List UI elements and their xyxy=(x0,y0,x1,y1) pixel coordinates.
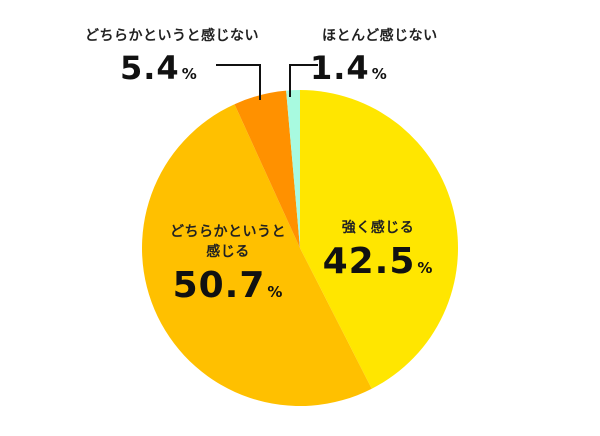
value-unit: % xyxy=(417,259,434,277)
value-label: 5.4% xyxy=(72,52,272,84)
value-unit: % xyxy=(267,283,284,301)
slice-label-strong: 強く感じる 42.5% xyxy=(318,218,438,280)
pie-slice-1 xyxy=(142,104,372,406)
value-unit: % xyxy=(181,65,198,83)
pie-slices xyxy=(142,90,459,406)
category-label-line1: どちらかというと xyxy=(170,224,286,240)
value-unit: % xyxy=(371,65,388,83)
category-label: ほとんど感じない xyxy=(322,28,438,44)
category-label: 強く感じる xyxy=(341,220,415,236)
value-number: 50.7 xyxy=(172,265,266,306)
value-number: 5.4 xyxy=(120,49,180,87)
pie-slice-0 xyxy=(300,90,459,389)
category-label-line2: 感じる xyxy=(206,244,250,260)
category-label: どちらかというと感じない xyxy=(85,28,259,44)
value-label: 50.7% xyxy=(148,268,308,304)
value-number: 1.4 xyxy=(310,49,370,87)
value-number: 42.5 xyxy=(322,241,416,282)
value-label: 42.5% xyxy=(318,244,438,280)
pie-slice-3 xyxy=(286,90,300,248)
pie-slice-2 xyxy=(234,90,300,248)
slice-label-somewhat-not: どちらかというと感じない 5.4% xyxy=(72,26,272,84)
leader-line-hardly xyxy=(289,64,318,97)
value-label: 1.4% xyxy=(310,52,460,84)
leader-line-somewhat-not xyxy=(216,64,261,100)
slice-label-somewhat-feel: どちらかというと 感じる 50.7% xyxy=(148,222,308,304)
slice-label-hardly: ほとんど感じない 1.4% xyxy=(310,26,460,84)
